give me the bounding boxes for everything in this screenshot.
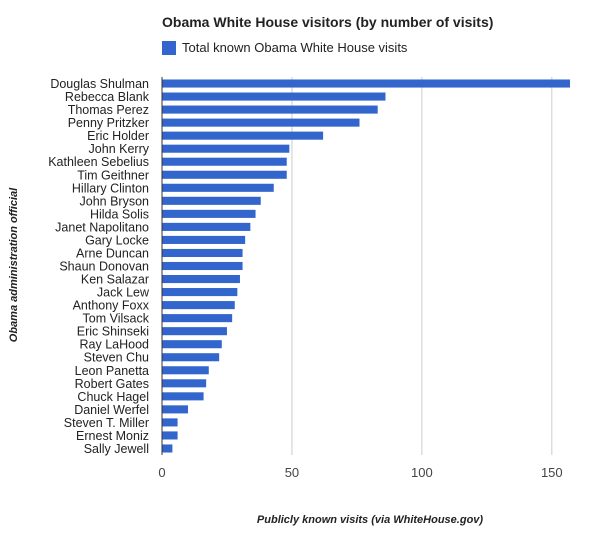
- x-tick-label: 50: [285, 465, 299, 480]
- y-tick-label: Leon Panetta: [75, 364, 149, 378]
- y-tick-label: Thomas Perez: [68, 103, 149, 117]
- y-tick-label: Sally Jewell: [84, 442, 149, 456]
- bar: [162, 79, 570, 88]
- y-axis-title: Obama administration official: [8, 187, 20, 343]
- y-tick-label: Shaun Donovan: [59, 260, 149, 274]
- y-tick-label: Ernest Moniz: [76, 429, 149, 443]
- y-tick-label: Eric Holder: [87, 129, 149, 143]
- y-tick-label: Douglas Shulman: [50, 77, 149, 91]
- bar: [162, 131, 324, 140]
- bar: [162, 274, 240, 284]
- bar: [162, 431, 178, 440]
- y-tick-label: Eric Shinseki: [77, 325, 149, 339]
- x-tick-label: 100: [411, 465, 433, 480]
- bar: [162, 444, 173, 453]
- y-tick-label: John Kerry: [89, 142, 150, 156]
- y-tick-label: Anthony Foxx: [73, 299, 150, 313]
- y-tick-label: John Bryson: [80, 194, 150, 208]
- y-tick-label: Steven T. Miller: [64, 416, 149, 430]
- y-tick-label: Jack Lew: [97, 286, 150, 300]
- bar: [162, 301, 235, 310]
- y-tick-label: Janet Napolitano: [55, 220, 149, 234]
- bar: [162, 157, 287, 166]
- bar: [162, 183, 274, 192]
- x-tick-label: 150: [541, 465, 563, 480]
- x-tick-label: 0: [158, 465, 165, 480]
- y-tick-label: Daniel Werfel: [74, 403, 149, 417]
- bar: [162, 405, 188, 414]
- y-tick-label: Kathleen Sebelius: [48, 155, 149, 169]
- bar: [162, 340, 222, 349]
- y-tick-label: Robert Gates: [75, 377, 149, 391]
- x-axis-title: Publicly known visits (via WhiteHouse.go…: [256, 514, 484, 526]
- legend-swatch: [162, 40, 176, 55]
- bar: [162, 327, 227, 336]
- bar: [162, 366, 209, 375]
- y-tick-label: Penny Pritzker: [68, 116, 149, 130]
- bar: [162, 418, 178, 427]
- y-tick-label: Gary Locke: [85, 233, 149, 247]
- chart-title: Obama White House visitors (by number of…: [162, 14, 494, 30]
- y-tick-label: Hilda Solis: [90, 207, 149, 221]
- y-tick-label: Chuck Hagel: [77, 390, 149, 404]
- bar: [162, 261, 243, 271]
- y-tick-label: Hillary Clinton: [72, 181, 149, 195]
- legend-label: Total known Obama White House visits: [182, 40, 408, 55]
- y-tick-label: Rebecca Blank: [65, 90, 150, 104]
- y-tick-label: Ken Salazar: [81, 273, 149, 287]
- bar: [162, 392, 204, 401]
- bar: [162, 353, 220, 362]
- bar: [162, 105, 378, 114]
- y-tick-label: Ray LaHood: [80, 338, 150, 352]
- chart-legend: Total known Obama White House visits: [162, 40, 407, 55]
- bar: [162, 92, 386, 101]
- y-tick-label: Tim Geithner: [77, 168, 149, 182]
- bar: [162, 379, 207, 388]
- bar: [162, 170, 287, 179]
- bar: [162, 248, 243, 258]
- y-tick-label: Steven Chu: [84, 351, 149, 365]
- bar: [162, 235, 246, 244]
- bar: [162, 222, 251, 231]
- y-tick-label: Tom Vilsack: [83, 312, 150, 326]
- bar: [162, 314, 233, 323]
- bar: [162, 144, 290, 153]
- bar: [162, 288, 238, 297]
- y-tick-label: Arne Duncan: [76, 246, 149, 260]
- bar: [162, 196, 261, 205]
- bar: [162, 209, 256, 218]
- bar: [162, 118, 360, 127]
